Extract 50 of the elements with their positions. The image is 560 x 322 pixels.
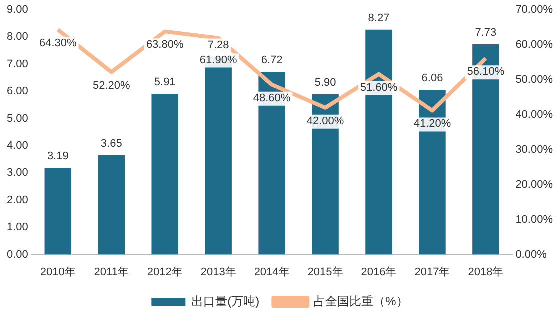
y-tick-label: 2.00 [6, 194, 28, 206]
y-tick-label: 0.00 [6, 248, 28, 261]
bar [44, 168, 72, 255]
y-tick-label: 9.00 [6, 4, 28, 16]
legend-label: 出口量(万吨) [192, 294, 260, 308]
y-tick-label: 1.00 [6, 222, 28, 234]
y2-tick-label: 10.00% [516, 214, 554, 226]
bar [98, 156, 125, 255]
x-tick-label: 2012年 [147, 266, 183, 278]
data-label: 3.19 [47, 150, 69, 163]
y2-tick-label: 20.00% [516, 178, 554, 191]
data-label: 56.10% [467, 66, 505, 78]
data-label: 41.20% [414, 118, 452, 130]
data-label: 7.28 [208, 39, 230, 52]
y-tick-label: 7.00 [6, 58, 28, 70]
bar [152, 94, 178, 255]
y-tick-label: 3.00 [6, 167, 28, 180]
data-label: 51.60% [360, 82, 398, 94]
data-label: 42.00% [306, 115, 344, 128]
y-tick-label: 8.00 [6, 31, 28, 44]
data-label: 8.27 [368, 12, 390, 24]
data-label: 6.72 [261, 54, 283, 67]
x-tick-label: 2018年 [468, 266, 504, 278]
data-label: 7.73 [475, 27, 497, 40]
y-tick-label: 5.00 [6, 112, 28, 125]
data-label: 6.06 [422, 72, 444, 84]
data-label: 5.90 [314, 76, 336, 89]
y2-tick-label: 70.00% [516, 4, 554, 16]
y-tick-label: 6.00 [6, 86, 28, 98]
y2-tick-label: 40.00% [516, 108, 554, 121]
data-label: 52.20% [92, 80, 130, 92]
x-tick-label: 2013年 [200, 266, 236, 278]
y2-tick-label: 60.00% [516, 39, 554, 52]
y2-tick-label: 0.00% [516, 248, 548, 261]
y-tick-label: 4.00 [6, 140, 28, 152]
x-tick-label: 2014年 [254, 266, 290, 278]
legend-label: 占全国比重（%） [314, 294, 408, 308]
data-label: 48.60% [253, 92, 291, 104]
data-label: 5.91 [154, 76, 176, 89]
y2-tick-label: 50.00% [516, 74, 554, 86]
data-label: 64.30% [39, 37, 78, 50]
x-tick-label: 2015年 [308, 266, 344, 278]
data-label: 61.90% [200, 54, 238, 66]
x-tick-label: 2017年 [414, 266, 450, 278]
data-label: 3.65 [100, 138, 122, 150]
x-tick-label: 2010年 [40, 266, 76, 278]
x-tick-label: 2016年 [361, 266, 397, 278]
y2-tick-label: 30.00% [516, 144, 554, 156]
x-tick-label: 2011年 [94, 266, 129, 278]
data-label: 63.80% [146, 39, 184, 52]
